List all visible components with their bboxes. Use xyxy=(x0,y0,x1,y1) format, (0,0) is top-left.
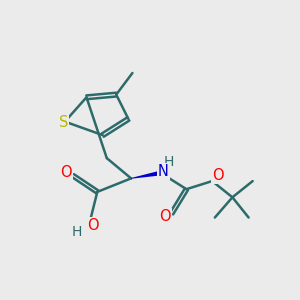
Polygon shape xyxy=(131,171,161,179)
Text: H: H xyxy=(164,155,174,169)
Text: S: S xyxy=(59,116,68,130)
Text: O: O xyxy=(87,218,99,233)
Text: O: O xyxy=(212,168,224,183)
Text: N: N xyxy=(158,164,169,179)
Text: O: O xyxy=(159,209,171,224)
Text: O: O xyxy=(60,166,72,181)
Text: H: H xyxy=(72,225,82,239)
